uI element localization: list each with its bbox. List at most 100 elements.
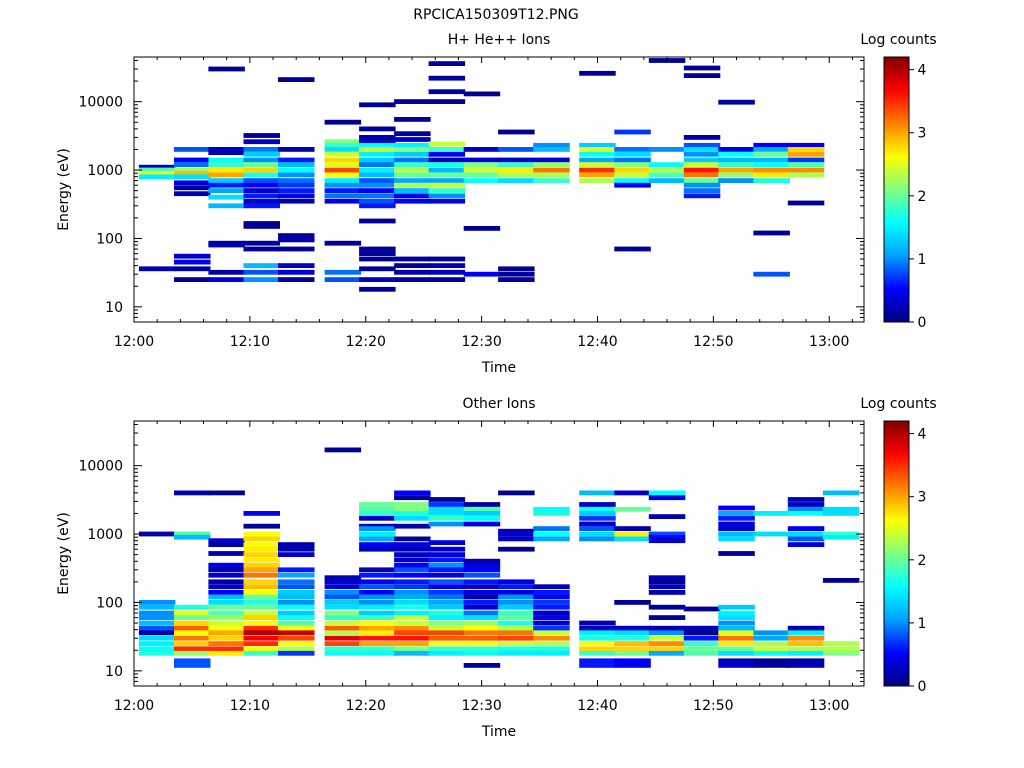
heatmap-cell	[683, 172, 721, 178]
x-tick-label: 12:40	[577, 334, 617, 350]
heatmap-cell	[428, 540, 466, 545]
heatmap-cell	[683, 630, 721, 636]
heatmap-cell	[243, 594, 280, 600]
heatmap-cell	[533, 526, 570, 531]
heatmap-cell	[394, 263, 431, 268]
heatmap-cell	[324, 240, 362, 246]
heatmap-cell	[138, 170, 176, 176]
heatmap-cell	[718, 147, 755, 152]
heatmap-cell	[324, 641, 362, 646]
heatmap-cell	[683, 193, 721, 199]
heatmap-cell	[533, 630, 570, 636]
heatmap-cell	[174, 615, 211, 620]
heatmap-cell	[428, 650, 466, 656]
heatmap-cell	[718, 536, 755, 542]
heatmap-cell	[753, 157, 790, 163]
heatmap-cell	[243, 178, 280, 183]
heatmap-cell	[428, 615, 466, 620]
heatmap-cell	[428, 584, 466, 590]
heatmap-cell	[394, 567, 431, 573]
heatmap-cell	[208, 172, 245, 178]
heatmap-cell	[463, 615, 501, 620]
x-axis-label: Time	[481, 724, 516, 740]
heatmap-cell	[498, 590, 535, 595]
panel-other-ions: 12:00 12:10 12:20 12:30 12:40 12:50 13:0010100…	[56, 396, 937, 740]
heatmap-cell	[428, 172, 466, 178]
x-tick-label: 12:10	[230, 334, 270, 350]
heatmap-cell	[394, 552, 431, 557]
heatmap-cell	[718, 641, 755, 646]
heatmap-cell	[428, 162, 466, 167]
colorbar-label: Log counts	[860, 396, 936, 412]
heatmap-cell	[428, 256, 466, 262]
heatmap-cell	[394, 511, 431, 516]
heatmap-cell	[463, 226, 501, 231]
heatmap-cell	[428, 579, 466, 585]
heatmap-cell	[174, 157, 211, 163]
heatmap-cell	[683, 641, 721, 646]
heatmap-cell	[579, 162, 616, 167]
heatmap-cell	[243, 523, 280, 529]
heatmap-cell	[138, 610, 176, 616]
heatmap-cell	[359, 584, 396, 590]
heatmap-cell	[822, 490, 860, 496]
heatmap-cell	[394, 157, 431, 163]
heatmap-cell	[359, 126, 396, 132]
heatmap-cell	[174, 490, 211, 496]
heatmap-cell	[243, 269, 280, 275]
heatmap-cell	[359, 542, 396, 547]
heatmap-cell	[718, 167, 755, 173]
heatmap-cell	[463, 157, 501, 163]
heatmap-cell	[243, 511, 280, 516]
heatmap-cell	[359, 286, 396, 292]
heatmap-cell	[174, 641, 211, 646]
colorbar-label: Log counts	[860, 32, 936, 48]
x-tick-label: 12:30	[461, 334, 501, 350]
heatmap-cell	[787, 542, 825, 547]
heatmap-cell	[718, 650, 755, 656]
heatmap-cell	[648, 604, 686, 610]
heatmap-cell	[243, 162, 280, 167]
heatmap-cell	[208, 157, 245, 163]
heatmap-cell	[359, 266, 396, 272]
heatmap-cell	[394, 147, 431, 152]
heatmap-cell	[243, 147, 280, 152]
heatmap-cell	[718, 178, 755, 183]
heatmap-cell	[138, 635, 176, 641]
heatmap-cell	[533, 590, 570, 595]
heatmap-cell	[683, 142, 721, 148]
heatmap-cell	[138, 604, 176, 610]
colorbar-tick-label: 0	[918, 679, 927, 695]
heatmap-cell	[208, 147, 245, 152]
heatmap-cell	[174, 534, 211, 540]
heatmap-cell	[394, 182, 431, 188]
heatmap-cell	[463, 172, 501, 178]
heatmap-cell	[359, 579, 396, 585]
heatmap-cell	[579, 641, 616, 646]
heatmap-cell	[614, 658, 651, 664]
heatmap-cell	[463, 610, 501, 616]
heatmap-cell	[428, 635, 466, 641]
heatmap-cell	[394, 502, 431, 507]
heatmap-cell	[324, 182, 362, 188]
heatmap-cell	[614, 663, 651, 668]
heatmap-cell	[579, 526, 616, 531]
heatmap-cell	[498, 635, 535, 641]
heatmap-cell	[787, 663, 825, 668]
heatmap-cell	[428, 75, 466, 81]
colorbar-tick-label: 0	[918, 315, 927, 331]
heatmap-cell	[428, 167, 466, 173]
colorbar-tick-label: 2	[918, 553, 927, 569]
heatmap-cell	[648, 590, 686, 595]
heatmap-cell	[324, 447, 362, 453]
heatmap-cell	[787, 162, 825, 167]
heatmap-cell	[394, 604, 431, 610]
heatmap-cell	[278, 604, 315, 610]
heatmap-cell	[533, 646, 570, 652]
heatmap-cell	[463, 600, 501, 605]
heatmap-cell	[463, 625, 501, 631]
heatmap-cell	[787, 646, 825, 652]
heatmap-cell	[428, 497, 466, 502]
heatmap-cell	[394, 137, 431, 142]
heatmap-cell	[428, 515, 466, 521]
